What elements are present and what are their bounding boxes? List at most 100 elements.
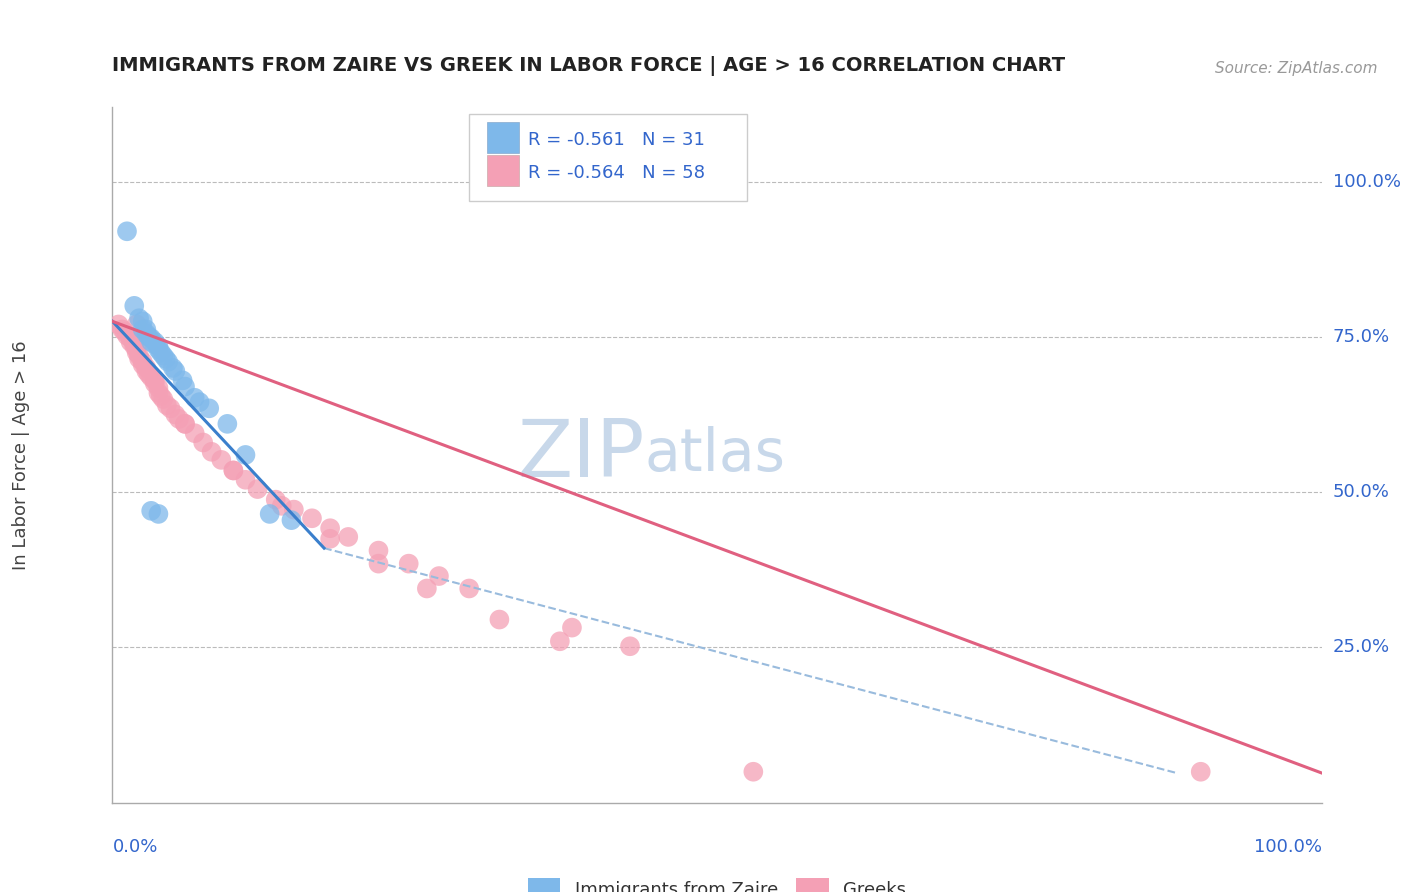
Point xyxy=(222,463,245,477)
Point xyxy=(135,361,157,376)
Text: atlas: atlas xyxy=(644,426,786,483)
Point xyxy=(120,334,142,349)
Point xyxy=(125,343,148,357)
Point xyxy=(107,318,129,332)
Point xyxy=(337,530,360,544)
Point xyxy=(165,408,187,422)
Point xyxy=(125,318,148,332)
Point xyxy=(141,334,163,349)
Point xyxy=(209,453,232,467)
Point xyxy=(619,639,641,653)
Point xyxy=(283,502,305,516)
Point xyxy=(742,764,765,779)
Text: 75.0%: 75.0% xyxy=(1333,328,1391,346)
Point xyxy=(135,326,157,341)
Point xyxy=(132,355,155,369)
Point xyxy=(561,621,583,635)
Point xyxy=(222,463,245,477)
Point xyxy=(1189,764,1212,779)
Point xyxy=(427,569,450,583)
Text: 100.0%: 100.0% xyxy=(1333,172,1400,191)
Point xyxy=(141,331,163,345)
Point xyxy=(235,448,257,462)
Point xyxy=(416,582,439,596)
Point xyxy=(128,311,150,326)
Point xyxy=(115,224,138,238)
Text: In Labor Force | Age > 16: In Labor Force | Age > 16 xyxy=(13,340,30,570)
Text: Source: ZipAtlas.com: Source: ZipAtlas.com xyxy=(1215,61,1378,76)
Point xyxy=(149,389,172,403)
Point xyxy=(114,325,136,339)
Point xyxy=(143,334,166,349)
Point xyxy=(138,367,160,381)
Text: R = -0.564   N = 58: R = -0.564 N = 58 xyxy=(529,164,706,182)
Point xyxy=(548,634,571,648)
Point xyxy=(143,376,166,391)
Point xyxy=(191,435,214,450)
Point xyxy=(174,379,197,393)
Text: 0.0%: 0.0% xyxy=(112,838,157,856)
Point xyxy=(132,358,155,372)
Text: 100.0%: 100.0% xyxy=(1254,838,1322,856)
Point xyxy=(122,339,145,353)
Point xyxy=(165,364,187,378)
Text: 25.0%: 25.0% xyxy=(1333,639,1391,657)
Point xyxy=(159,401,181,416)
Point xyxy=(149,345,172,359)
Point xyxy=(155,351,177,366)
Text: ZIP: ZIP xyxy=(517,416,644,494)
Point xyxy=(148,339,170,353)
Point xyxy=(174,417,197,431)
Point xyxy=(135,364,157,378)
Point xyxy=(148,381,170,395)
Point xyxy=(148,343,170,357)
Point xyxy=(319,532,342,546)
Point xyxy=(138,330,160,344)
Point xyxy=(143,337,166,351)
Point xyxy=(246,482,269,496)
FancyBboxPatch shape xyxy=(470,114,748,201)
Point xyxy=(488,613,510,627)
Text: 50.0%: 50.0% xyxy=(1333,483,1389,501)
Point xyxy=(156,398,179,412)
Point xyxy=(122,336,145,351)
Point xyxy=(270,499,292,513)
Point xyxy=(367,557,389,571)
Point xyxy=(125,345,148,359)
Text: IMMIGRANTS FROM ZAIRE VS GREEK IN LABOR FORCE | AGE > 16 CORRELATION CHART: IMMIGRANTS FROM ZAIRE VS GREEK IN LABOR … xyxy=(112,56,1066,76)
Point xyxy=(152,392,174,406)
Text: R = -0.561   N = 31: R = -0.561 N = 31 xyxy=(529,131,706,150)
Point xyxy=(111,322,134,336)
Point xyxy=(157,355,180,369)
Point xyxy=(172,373,194,387)
Point xyxy=(128,351,150,366)
Point xyxy=(201,445,224,459)
Point xyxy=(148,385,170,400)
Point xyxy=(115,328,138,343)
Point xyxy=(148,507,170,521)
FancyBboxPatch shape xyxy=(488,122,519,153)
Point xyxy=(167,412,190,426)
Point xyxy=(183,426,205,441)
Point xyxy=(183,391,205,405)
Point xyxy=(132,314,155,328)
Point xyxy=(143,373,166,387)
Point xyxy=(198,401,221,416)
Point xyxy=(162,361,184,376)
FancyBboxPatch shape xyxy=(488,155,519,186)
Point xyxy=(128,349,150,363)
Point xyxy=(280,513,302,527)
Point xyxy=(301,511,323,525)
Point xyxy=(122,299,145,313)
Point xyxy=(141,370,163,384)
Point xyxy=(188,395,211,409)
Point xyxy=(174,417,197,431)
Point xyxy=(398,557,420,571)
Point xyxy=(217,417,239,431)
Point xyxy=(458,582,481,596)
Point xyxy=(120,331,142,345)
Point xyxy=(264,492,287,507)
Point xyxy=(141,504,163,518)
Legend: Immigrants from Zaire, Greeks: Immigrants from Zaire, Greeks xyxy=(520,871,914,892)
Point xyxy=(319,521,342,535)
